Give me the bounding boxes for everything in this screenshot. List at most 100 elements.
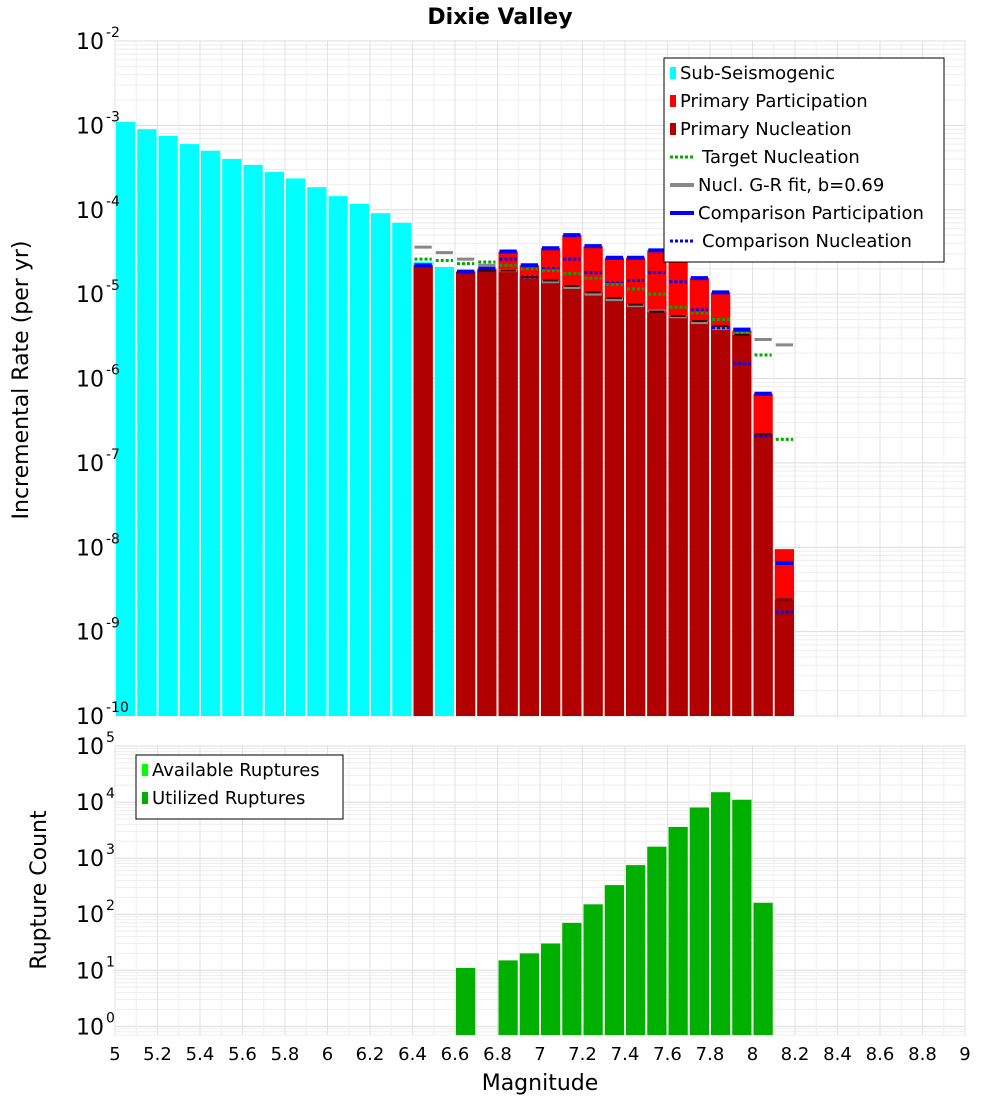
x-tick-label: 8 (747, 1044, 758, 1065)
legend-swatch-sub-seismogenic (670, 67, 676, 79)
legend-label-utilized-ruptures: Utilized Ruptures (152, 788, 305, 809)
top-lines (414, 233, 793, 614)
x-tick-label: 6.4 (398, 1044, 427, 1065)
x-tick-label: 8.2 (781, 1044, 810, 1065)
x-tick-label: 5.2 (143, 1044, 172, 1065)
x-tick-label: 8.6 (866, 1044, 895, 1065)
x-tick-label: 5 (109, 1044, 120, 1065)
y-tick-exponent: -5 (106, 278, 120, 294)
legend-label-nucl-g-r-fit-b-0-69: Nucl. G-R fit, b=0.69 (698, 175, 884, 196)
x-tick-label: 7.4 (611, 1044, 640, 1065)
x-tick-label: 7.2 (568, 1044, 597, 1065)
bar-utilized-ruptures (668, 826, 688, 1035)
x-tick-label: 9 (959, 1044, 970, 1065)
y-tick-exponent: 3 (106, 842, 115, 858)
y-tick-label: 10 (76, 903, 104, 928)
x-ticks: 5 5.2 5.4 5.6 5.8 6 6.2 6.4 6.6 6.8 7 7.2 7.4 7.6 7.8 8… (109, 1044, 970, 1065)
x-tick-label: 7.8 (696, 1044, 725, 1065)
bar-sub-seismogenic (158, 135, 178, 717)
x-tick-label: 6.6 (441, 1044, 470, 1065)
y-tick-label: 10 (76, 368, 104, 393)
y-tick-exponent: -8 (106, 531, 120, 547)
y-tick-label: 10 (76, 283, 104, 308)
x-tick-label: 7 (534, 1044, 545, 1065)
bottom-bars (456, 792, 773, 1035)
top-y-axis-label: Incremental Rate (per yr) (9, 241, 34, 520)
y-tick-exponent: -9 (106, 616, 120, 632)
x-axis-label: Magnitude (482, 1071, 599, 1096)
x-tick-label: 6.8 (483, 1044, 512, 1065)
bar-utilized-ruptures (498, 960, 518, 1035)
x-tick-label: 5.6 (228, 1044, 257, 1065)
bar-sub-seismogenic (371, 213, 391, 717)
bar-primary-nucleation (668, 316, 688, 716)
bar-utilized-ruptures (604, 885, 624, 1035)
bar-sub-seismogenic (307, 187, 327, 716)
x-tick-label: 8.4 (823, 1044, 852, 1065)
legend-swatch-primary-nucleation (670, 123, 676, 135)
bar-sub-seismogenic (349, 203, 369, 717)
bar-sub-seismogenic (264, 172, 284, 716)
bottom-legend: Available Ruptures Utilized Ruptures (135, 754, 344, 820)
bar-primary-nucleation (647, 311, 667, 716)
bar-sub-seismogenic (286, 178, 306, 716)
y-tick-label: 10 (76, 30, 104, 55)
bar-sub-seismogenic (179, 144, 199, 716)
bar-primary-nucleation (689, 321, 709, 716)
bar-primary-nucleation (753, 433, 773, 716)
y-tick-label: 10 (76, 536, 104, 561)
y-tick-exponent: 4 (106, 786, 115, 802)
bar-primary-nucleation (774, 599, 794, 716)
bar-sub-seismogenic (222, 158, 242, 717)
y-tick-label: 10 (76, 959, 104, 984)
legend-label-primary-nucleation: Primary Nucleation (680, 119, 852, 140)
bar-primary-nucleation (626, 304, 646, 716)
y-tick-label: 10 (76, 114, 104, 139)
chart-title: Dixie Valley (427, 5, 572, 30)
y-tick-exponent: 0 (106, 1010, 115, 1026)
bar-sub-seismogenic (392, 222, 412, 716)
bar-utilized-ruptures (647, 846, 667, 1035)
y-tick-label: 10 (76, 847, 104, 872)
bar-primary-nucleation (583, 292, 603, 716)
x-tick-label: 6 (322, 1044, 333, 1065)
bar-utilized-ruptures (711, 792, 731, 1035)
bar-primary-nucleation (498, 270, 518, 716)
bar-primary-nucleation (604, 297, 624, 716)
legend-label-primary-participation: Primary Participation (680, 91, 868, 112)
y-tick-label: 10 (76, 735, 104, 760)
bar-sub-seismogenic (201, 150, 221, 716)
y-tick-exponent: -10 (106, 700, 129, 716)
x-tick-label: 6.2 (356, 1044, 385, 1065)
y-tick-exponent: -2 (106, 25, 120, 41)
bar-sub-seismogenic (116, 121, 136, 716)
legend-swatch-primary-participation (670, 95, 676, 107)
bottom-y-axis-label: Rupture Count (27, 810, 52, 970)
bar-utilized-ruptures (519, 953, 539, 1035)
bar-primary-nucleation (477, 270, 497, 716)
bar-primary-nucleation (413, 265, 433, 716)
y-tick-exponent: -7 (106, 447, 120, 463)
legend-label-sub-seismogenic: Sub-Seismogenic (680, 63, 835, 84)
x-tick-label: 5.4 (186, 1044, 215, 1065)
x-tick-label: 5.8 (271, 1044, 300, 1065)
y-tick-label: 10 (76, 199, 104, 224)
bar-primary-nucleation (732, 334, 752, 716)
legend-label-available-ruptures: Available Ruptures (152, 760, 320, 781)
bar-utilized-ruptures (753, 902, 773, 1035)
bar-utilized-ruptures (626, 865, 646, 1035)
y-tick-exponent: -4 (106, 194, 120, 210)
bar-sub-seismogenic (434, 266, 454, 716)
x-tick-label: 8.8 (908, 1044, 937, 1065)
top-legend: Sub-Seismogenic Primary Participation Prim… (663, 57, 945, 263)
legend-swatch-available-ruptures (142, 764, 148, 776)
legend-label-comparison-nucleation: Comparison Nucleation (702, 231, 912, 252)
y-tick-label: 10 (76, 705, 104, 730)
y-tick-exponent: 2 (106, 898, 115, 914)
legend-label-target-nucleation: Target Nucleation (701, 147, 860, 168)
